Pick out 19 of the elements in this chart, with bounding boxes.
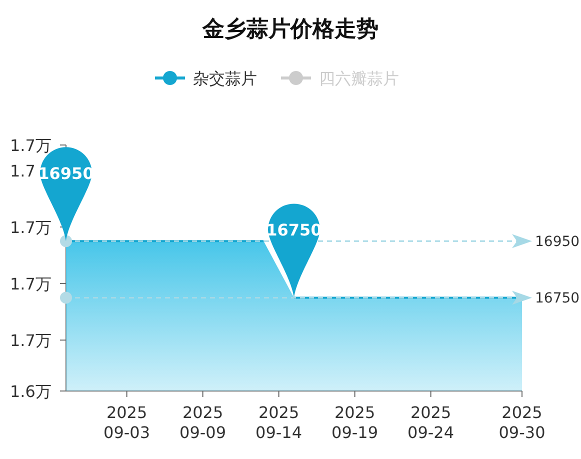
x-tick-label: 2025 09-03 — [104, 403, 150, 442]
text: 16950 — [535, 234, 580, 250]
y-tick-label: 1.6万 — [10, 382, 52, 401]
legend-label: 杂交蒜片 — [193, 69, 257, 88]
x-tick-label: 2025 09-19 — [332, 403, 378, 442]
text: 16750 — [535, 290, 580, 307]
x-tick-label: 2025 09-30 — [498, 403, 546, 442]
y-tick-label: 1.7万 — [10, 274, 52, 294]
annotation: 16950 — [38, 164, 94, 184]
y-tick-label: 1.7万 — [10, 331, 52, 350]
y-tick-label: 1.7万 — [10, 136, 52, 155]
y-tick-label: 1.7万 — [10, 218, 52, 237]
annotation: 16750 — [266, 220, 322, 240]
x-tick-label: 2025 09-14 — [256, 403, 302, 442]
pin: 16750 — [266, 204, 322, 298]
chart-title: 金乡蒜片价格走势 — [202, 17, 378, 42]
x-tick-label: 2025 09-24 — [408, 403, 454, 442]
x-tick-label: 2025 09-09 — [180, 403, 226, 442]
y-tick-label: 1.7 — [10, 161, 36, 180]
